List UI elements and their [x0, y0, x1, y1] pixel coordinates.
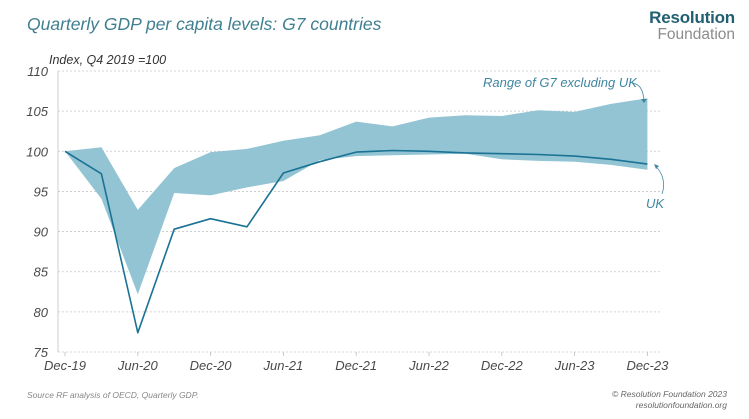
x-tick-label: Jun-21 — [263, 358, 304, 373]
chart-title: Quarterly GDP per capita levels: G7 coun… — [27, 14, 382, 34]
copyright-block: © Resolution Foundation 2023 resolutionf… — [612, 389, 727, 411]
x-tick-label: Dec-20 — [190, 358, 233, 373]
y-tick-label: 80 — [34, 305, 49, 320]
x-tick-label: Jun-22 — [408, 358, 450, 373]
x-tick-label: Dec-19 — [44, 358, 86, 373]
y-axis: 75 80 85 90 95 100 105 110 — [26, 64, 59, 360]
copyright: © Resolution Foundation 2023 — [612, 389, 727, 399]
logo-line-2: Foundation — [657, 26, 735, 43]
y-tick-label: 95 — [34, 184, 49, 199]
resolution-foundation-logo: Resolution Foundation — [649, 9, 735, 43]
uk-line — [64, 149, 648, 334]
y-tick-label: 75 — [34, 345, 49, 360]
x-tick-label: Dec-22 — [481, 358, 524, 373]
annotation-g7-range: Range of G7 excluding UK — [483, 75, 638, 90]
annotation-uk: UK — [646, 196, 665, 211]
y-tick-label: 110 — [27, 64, 48, 79]
x-tick-label: Jun-20 — [117, 358, 159, 373]
source-note: Source RF analysis of OECD, Quarterly GD… — [27, 390, 199, 400]
annotation-arrowhead-g7-range — [641, 99, 647, 103]
g7-range-band — [65, 98, 648, 295]
y-tick-label: 105 — [26, 104, 48, 119]
y-tick-label: 100 — [26, 144, 48, 159]
website: resolutionfoundation.org — [635, 400, 727, 411]
grid-lines — [58, 70, 660, 353]
x-tick-label: Dec-21 — [335, 358, 377, 373]
annotation-arrow-uk — [655, 166, 664, 195]
y-tick-label: 90 — [34, 225, 49, 240]
annotation-arrowhead-uk — [654, 164, 659, 169]
logo-line-1: Resolution — [649, 8, 735, 27]
x-tick-label: Dec-23 — [626, 358, 669, 373]
x-tick-label: Jun-23 — [554, 358, 596, 373]
annotation-arrow-g7-range — [631, 82, 645, 101]
y-axis-unit-label: Index, Q4 2019 =100 — [49, 53, 166, 67]
x-axis: Dec-19 Jun-20 Dec-20 Jun-21 Dec-21 Jun-22 Dec-… — [44, 352, 669, 373]
y-tick-label: 85 — [34, 265, 49, 280]
